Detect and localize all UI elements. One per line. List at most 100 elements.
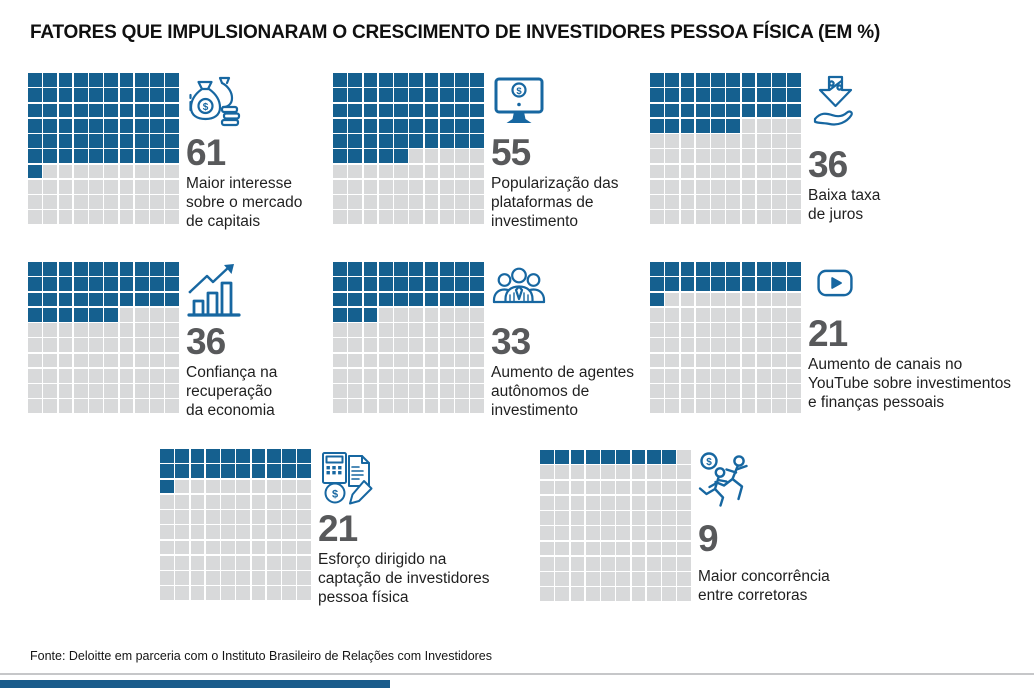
waffle-cell-filled	[43, 262, 57, 276]
waffle-cell-empty	[58, 210, 73, 224]
waffle-cell-empty	[73, 368, 88, 383]
waffle-cell-empty	[665, 384, 679, 398]
waffle-cell-empty	[119, 210, 134, 224]
calculator-doc-icon: $	[318, 450, 376, 508]
waffle-cell-filled	[439, 292, 454, 307]
waffle-cell-filled	[756, 73, 771, 87]
waffle-cell-filled	[348, 134, 362, 148]
waffle-cell-empty	[756, 134, 771, 148]
factor-label: Esforço dirigido na captação de investido…	[318, 551, 490, 606]
waffle-cell-empty	[787, 399, 801, 413]
waffle-grid	[28, 262, 179, 413]
waffle-cell-filled	[119, 292, 134, 307]
waffle-cell-filled	[394, 88, 408, 102]
waffle-cell-empty	[409, 368, 423, 383]
waffle-cell-empty	[570, 480, 585, 495]
waffle-cell-empty	[104, 323, 118, 337]
waffle-cell-filled	[104, 88, 118, 102]
waffle-cell-filled	[89, 292, 103, 307]
waffle-cell-filled	[119, 118, 134, 133]
waffle-cell-empty	[772, 353, 786, 368]
waffle-cell-filled	[470, 134, 484, 148]
waffle-cell-empty	[677, 465, 691, 479]
waffle-cell-empty	[119, 195, 134, 209]
waffle-cell-filled	[134, 292, 149, 307]
waffle-cell-empty	[741, 134, 756, 148]
waffle-cell-empty	[662, 587, 676, 601]
waffle-cell-empty	[662, 526, 676, 540]
waffle-cell-filled	[165, 103, 179, 118]
waffle-cell-filled	[89, 307, 103, 322]
waffle-cell-filled	[58, 262, 73, 276]
waffle-cell-empty	[711, 292, 725, 307]
waffle-cell-empty	[695, 179, 710, 194]
waffle-cell-empty	[677, 526, 691, 540]
waffle-cell-empty	[73, 353, 88, 368]
waffle-cell-empty	[73, 384, 88, 398]
waffle-cell-filled	[236, 464, 250, 478]
waffle-cell-filled	[73, 103, 88, 118]
waffle-cell-empty	[756, 118, 771, 133]
waffle-cell-empty	[363, 179, 378, 194]
factor-info: 33 Aumento de agentes autônomos de investi…	[491, 262, 634, 420]
waffle-cell-empty	[695, 292, 710, 307]
waffle-cell-empty	[28, 195, 42, 209]
waffle-cell-filled	[119, 134, 134, 148]
waffle-cell-empty	[378, 338, 393, 352]
waffle-cell-filled	[680, 73, 695, 87]
waffle-cell-empty	[726, 210, 740, 224]
waffle-cell-empty	[616, 495, 630, 510]
waffle-cell-empty	[616, 556, 630, 571]
waffle-cell-empty	[570, 541, 585, 556]
waffle-cell-filled	[455, 134, 469, 148]
waffle-cell-empty	[665, 338, 679, 352]
waffle-cell-empty	[266, 586, 281, 600]
waffle-cell-empty	[236, 479, 250, 494]
waffle-cell-filled	[134, 73, 149, 87]
waffle-cell-empty	[616, 480, 630, 495]
waffle-cell-filled	[266, 449, 281, 463]
divider-line	[0, 673, 1034, 675]
waffle-cell-empty	[282, 479, 296, 494]
waffle-cell-empty	[601, 511, 615, 525]
factor-card: $ 55 Popularização das plataformas de inve…	[333, 73, 619, 231]
waffle-cell-filled	[439, 134, 454, 148]
waffle-cell-filled	[455, 292, 469, 307]
waffle-cell-empty	[646, 511, 661, 525]
waffle-cell-empty	[470, 338, 484, 352]
waffle-cell-empty	[787, 338, 801, 352]
waffle-cell-filled	[28, 118, 42, 133]
waffle-cell-empty	[348, 338, 362, 352]
waffle-cell-filled	[772, 103, 786, 118]
waffle-cell-empty	[348, 384, 362, 398]
waffle-cell-filled	[333, 103, 347, 118]
waffle-cell-filled	[73, 307, 88, 322]
waffle-cell-filled	[394, 134, 408, 148]
waffle-cell-empty	[363, 338, 378, 352]
waffle-cell-empty	[726, 149, 740, 163]
waffle-cell-empty	[439, 368, 454, 383]
waffle-cell-filled	[470, 88, 484, 102]
waffle-cell-filled	[650, 118, 664, 133]
waffle-cell-empty	[772, 164, 786, 179]
waffle-cell-empty	[282, 571, 296, 585]
waffle-cell-empty	[695, 384, 710, 398]
waffle-cell-empty	[89, 210, 103, 224]
waffle-grid	[160, 449, 311, 600]
waffle-cell-empty	[726, 134, 740, 148]
waffle-cell-filled	[455, 262, 469, 276]
waffle-cell-empty	[348, 195, 362, 209]
waffle-cell-empty	[297, 510, 311, 524]
waffle-cell-empty	[134, 338, 149, 352]
waffle-cell-empty	[726, 353, 740, 368]
waffle-cell-filled	[119, 103, 134, 118]
waffle-cell-empty	[119, 307, 134, 322]
waffle-cell-empty	[555, 541, 569, 556]
waffle-cell-empty	[282, 555, 296, 570]
waffle-cell-empty	[616, 572, 630, 586]
waffle-cell-empty	[665, 164, 679, 179]
waffle-cell-empty	[601, 465, 615, 479]
waffle-cell-empty	[680, 210, 695, 224]
waffle-cell-empty	[680, 292, 695, 307]
waffle-cell-empty	[695, 134, 710, 148]
